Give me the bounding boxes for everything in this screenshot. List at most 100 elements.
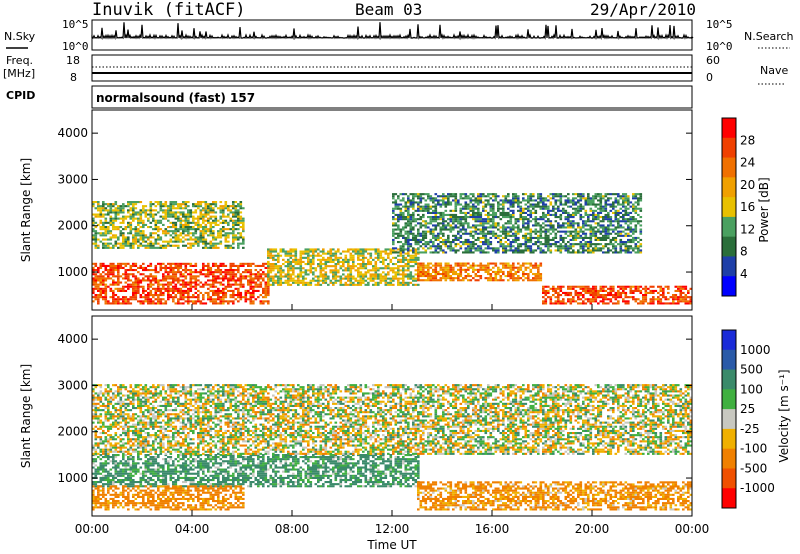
power-cell bbox=[177, 271, 180, 274]
power-cell bbox=[344, 275, 348, 278]
power-cell bbox=[114, 201, 118, 204]
power-cell bbox=[274, 279, 278, 282]
power-cell bbox=[529, 199, 533, 202]
power-cell bbox=[122, 266, 125, 269]
power-cell bbox=[337, 271, 340, 274]
power-cell bbox=[444, 275, 448, 278]
power-cell bbox=[319, 263, 323, 266]
power-cell bbox=[617, 211, 620, 214]
power-cell bbox=[584, 209, 588, 212]
power-cell bbox=[454, 195, 458, 198]
power-cell bbox=[417, 228, 420, 231]
power-cell bbox=[582, 249, 585, 252]
power-cell bbox=[197, 217, 200, 220]
power-cell bbox=[477, 270, 480, 273]
power-cell bbox=[229, 294, 233, 297]
power-cell bbox=[107, 203, 110, 206]
power-cell bbox=[309, 260, 313, 263]
power-cell bbox=[202, 238, 205, 241]
power-cell bbox=[509, 249, 513, 252]
power-cell bbox=[177, 240, 180, 243]
power-cell bbox=[517, 228, 520, 231]
power-cell bbox=[114, 215, 118, 218]
power-cell bbox=[159, 291, 163, 294]
power-cell bbox=[514, 236, 518, 239]
power-cell bbox=[107, 244, 110, 247]
power-cell bbox=[462, 264, 465, 267]
power-cell bbox=[359, 273, 363, 276]
power-cell bbox=[562, 195, 565, 198]
power-cell bbox=[179, 234, 183, 237]
power-cell bbox=[149, 273, 153, 276]
power-cell bbox=[219, 236, 223, 239]
power-cell bbox=[557, 300, 560, 303]
power-cell bbox=[434, 220, 438, 223]
power-cell bbox=[112, 296, 115, 299]
power-cell bbox=[399, 252, 403, 255]
power-cell bbox=[607, 228, 610, 231]
nsky-panel-frame bbox=[91, 19, 693, 51]
power-cell bbox=[412, 256, 415, 259]
power-cell bbox=[487, 193, 490, 196]
power-cell bbox=[252, 296, 255, 299]
power-cell bbox=[299, 263, 303, 266]
power-cell bbox=[172, 207, 175, 210]
power-cell bbox=[99, 287, 103, 290]
power-cell bbox=[522, 234, 525, 237]
power-cell bbox=[394, 251, 398, 254]
power-cell bbox=[394, 277, 398, 280]
power-cell bbox=[394, 273, 398, 276]
power-cell bbox=[167, 281, 170, 284]
power-cell bbox=[132, 291, 135, 294]
power-cell bbox=[209, 266, 213, 269]
power-cell bbox=[189, 279, 193, 282]
power-cell bbox=[129, 221, 133, 224]
power-cell bbox=[464, 232, 468, 235]
power-cell bbox=[359, 275, 363, 278]
power-cell bbox=[409, 277, 413, 280]
power-cell bbox=[539, 201, 543, 204]
power-cell bbox=[427, 197, 430, 200]
power-cell bbox=[277, 265, 280, 268]
power-cell bbox=[189, 246, 193, 249]
power-cell bbox=[122, 289, 125, 292]
power-cell bbox=[134, 291, 138, 294]
power-cell bbox=[509, 270, 513, 273]
power-cell bbox=[227, 283, 230, 286]
power-cell bbox=[534, 264, 538, 267]
power-cell bbox=[397, 224, 400, 227]
power-cell bbox=[612, 193, 615, 196]
power-cell bbox=[547, 238, 550, 241]
power-cell bbox=[562, 203, 565, 206]
power-cell bbox=[554, 300, 558, 303]
power-cell bbox=[369, 252, 373, 255]
power-cell bbox=[524, 249, 528, 252]
power-cell bbox=[559, 245, 563, 248]
power-cell bbox=[544, 207, 548, 210]
power-cell bbox=[177, 230, 180, 233]
power-cell bbox=[472, 216, 475, 219]
power-cell bbox=[102, 234, 105, 237]
power-cell bbox=[492, 279, 495, 282]
power-cell bbox=[209, 221, 213, 224]
power-cell bbox=[524, 218, 528, 221]
power-cell bbox=[152, 232, 155, 235]
power-cell bbox=[409, 224, 413, 227]
power-cell bbox=[177, 289, 180, 292]
power-cell bbox=[204, 283, 208, 286]
power-cell bbox=[289, 250, 293, 253]
power-cell bbox=[474, 207, 478, 210]
power-cell bbox=[574, 228, 578, 231]
power-cell bbox=[214, 205, 218, 208]
power-cell bbox=[399, 234, 403, 237]
power-cell bbox=[607, 247, 610, 250]
power-cell bbox=[284, 281, 288, 284]
power-cell bbox=[407, 263, 410, 266]
power-cell bbox=[182, 275, 185, 278]
power-cell bbox=[517, 195, 520, 198]
power-cell bbox=[177, 207, 180, 210]
power-cell bbox=[237, 236, 240, 239]
power-cell bbox=[619, 294, 623, 297]
power-cell bbox=[642, 302, 645, 305]
power-cell bbox=[232, 275, 235, 278]
